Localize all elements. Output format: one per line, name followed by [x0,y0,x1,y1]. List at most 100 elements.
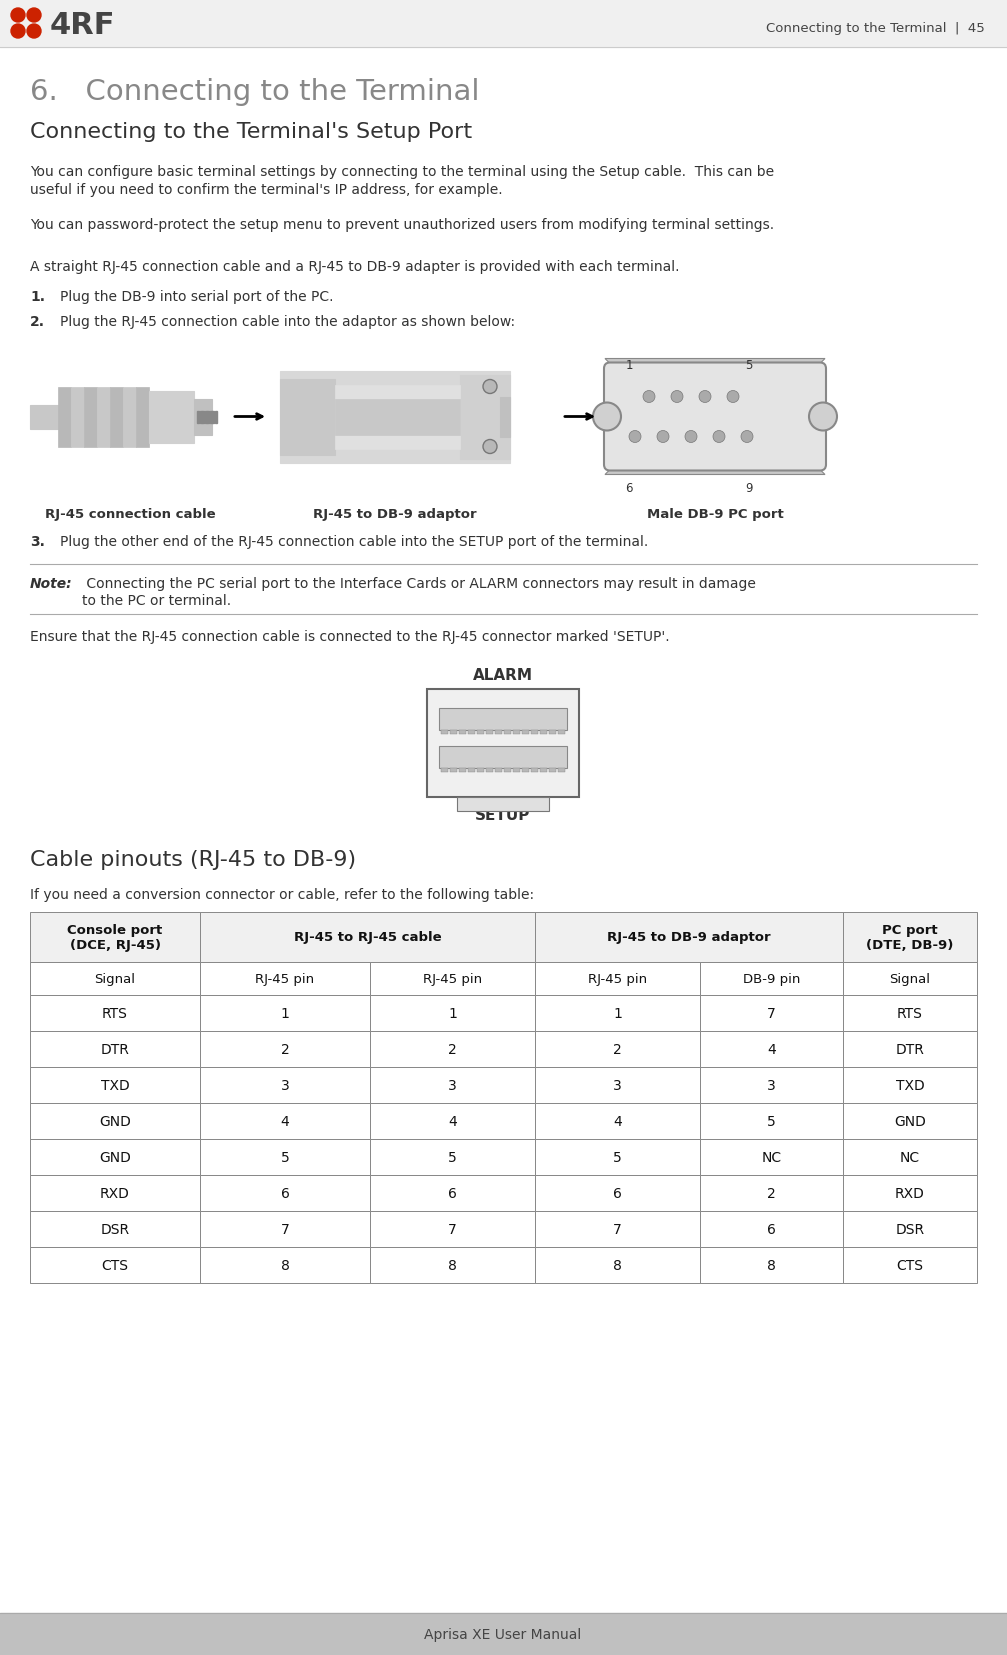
Bar [200,1175,370,1211]
Bar [58,387,71,447]
Bar [531,730,538,735]
Text: Plug the DB-9 into serial port of the PC.: Plug the DB-9 into serial port of the PC… [60,290,333,305]
Text: Male DB-9 PC port: Male DB-9 PC port [646,508,783,521]
Bar [504,730,511,735]
Bar [540,730,547,735]
Text: RJ-45 pin: RJ-45 pin [588,973,648,985]
Circle shape [483,440,497,453]
Bar [457,798,549,811]
Bar [194,399,212,435]
Bar [843,1248,977,1283]
Bar [486,768,493,773]
Bar [477,768,484,773]
Bar [843,963,977,995]
Text: RJ-45 pin: RJ-45 pin [423,973,482,985]
Text: useful if you need to confirm the terminal's IP address, for example.: useful if you need to confirm the termin… [30,184,502,197]
Text: 4: 4 [448,1114,457,1129]
Bar [558,768,565,773]
Bar [468,768,475,773]
Bar [531,768,538,773]
Bar [84,387,97,447]
Text: RJ-45 pin: RJ-45 pin [256,973,314,985]
Bar [535,1031,700,1067]
Bar [30,1248,200,1283]
Text: 2: 2 [448,1043,457,1056]
Bar [700,1031,843,1067]
Bar [495,768,502,773]
Text: DTR: DTR [101,1043,130,1056]
Bar [441,730,448,735]
Bar [843,1067,977,1104]
Text: If you need a conversion connector or cable, refer to the following table:: If you need a conversion connector or ca… [30,887,534,902]
Text: 1: 1 [281,1006,289,1021]
Circle shape [741,432,753,444]
Text: 5: 5 [281,1150,289,1165]
Circle shape [11,8,25,23]
Text: Signal: Signal [95,973,136,985]
Bar [522,730,529,735]
Bar [700,1175,843,1211]
Text: 8: 8 [281,1258,289,1273]
Text: 8: 8 [448,1258,457,1273]
Bar [71,387,84,447]
Text: 5: 5 [613,1150,622,1165]
Text: 7: 7 [613,1223,622,1236]
Bar [535,995,700,1031]
FancyBboxPatch shape [604,364,826,472]
Text: You can password-protect the setup menu to prevent unauthorized users from modif: You can password-protect the setup menu … [30,218,774,232]
Bar [504,768,511,773]
Circle shape [727,391,739,404]
Text: ALARM: ALARM [473,667,533,682]
Text: SETUP: SETUP [475,808,531,823]
Bar [136,387,149,447]
Bar [30,1175,200,1211]
Bar [335,386,460,449]
Text: Plug the other end of the RJ-45 connection cable into the SETUP port of the term: Plug the other end of the RJ-45 connecti… [60,535,649,549]
Bar [549,768,556,773]
Bar [30,995,200,1031]
Text: 7: 7 [767,1006,775,1021]
Bar [468,730,475,735]
Circle shape [483,381,497,394]
Bar [441,768,448,773]
Text: 6: 6 [448,1187,457,1200]
Text: Console port
(DCE, RJ-45): Console port (DCE, RJ-45) [67,923,162,952]
Text: Ensure that the RJ-45 connection cable is connected to the RJ-45 connector marke: Ensure that the RJ-45 connection cable i… [30,629,670,644]
Text: 6: 6 [767,1223,776,1236]
Text: 2: 2 [767,1187,775,1200]
Bar [200,1211,370,1248]
Bar [280,371,510,463]
Text: DSR: DSR [101,1223,130,1236]
Circle shape [699,391,711,404]
Bar [558,730,565,735]
Bar [214,410,217,424]
Text: 6: 6 [613,1187,622,1200]
Text: TXD: TXD [895,1079,924,1092]
Text: Cable pinouts (RJ-45 to DB-9): Cable pinouts (RJ-45 to DB-9) [30,849,356,869]
Text: CTS: CTS [102,1258,129,1273]
Text: 8: 8 [767,1258,776,1273]
Bar [335,399,460,435]
Bar [123,387,136,447]
Bar [370,1175,535,1211]
Bar [204,410,206,424]
Bar [535,963,700,995]
Bar [370,1031,535,1067]
Bar [370,1067,535,1104]
Bar [30,1067,200,1104]
Circle shape [27,25,41,40]
Text: Aprisa XE User Manual: Aprisa XE User Manual [424,1627,582,1642]
Bar [439,746,567,768]
Bar [843,1139,977,1175]
Bar [212,410,214,424]
Text: Connecting the PC serial port to the Interface Cards or ALARM connectors may res: Connecting the PC serial port to the Int… [82,576,756,591]
Bar [30,1031,200,1067]
Bar [450,730,457,735]
Polygon shape [605,465,825,475]
Text: 1: 1 [613,1006,622,1021]
Bar [843,912,977,963]
Bar [207,410,209,424]
Bar [30,1211,200,1248]
Bar [439,708,567,730]
Polygon shape [605,359,825,369]
